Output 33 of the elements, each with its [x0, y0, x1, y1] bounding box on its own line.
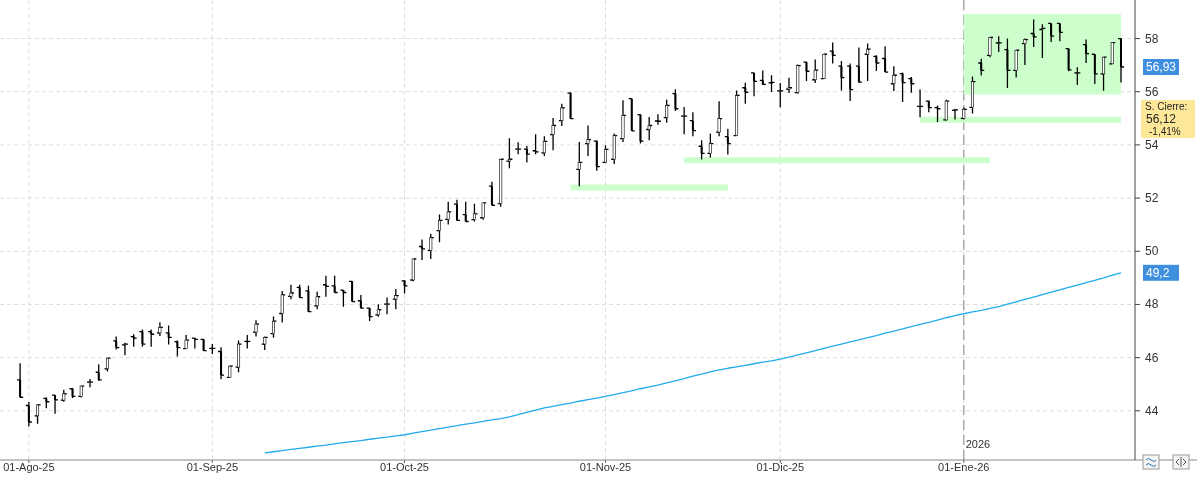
x-tick-label: 01-Oct-25	[380, 461, 430, 473]
candlestick	[892, 65, 896, 92]
text: 56,93	[1146, 60, 1177, 75]
y-tick-label: 48	[1145, 297, 1159, 312]
candlestick	[717, 100, 721, 137]
line-series	[264, 272, 1122, 454]
candlestick	[551, 117, 555, 151]
candlestick	[822, 53, 826, 80]
y-tick-label: 54	[1145, 137, 1159, 152]
candlestick	[158, 321, 162, 337]
x-tick-label: 01-Ago-25	[3, 461, 55, 473]
candlestick	[254, 319, 258, 338]
x-tick-label: 01-Sep-25	[186, 461, 239, 473]
candlestick	[184, 334, 188, 350]
candlestick	[621, 99, 625, 143]
y-tick-label: 46	[1145, 350, 1159, 365]
text: 56,12	[1146, 112, 1177, 126]
text: 49,2	[1146, 265, 1170, 280]
x-tick-label: 01-Dic-25	[756, 461, 805, 473]
text: S. Cierre:	[1145, 101, 1188, 112]
ref-line-label: 2026	[965, 438, 991, 450]
y-tick-label: 52	[1145, 191, 1159, 206]
x-tick-label: 01-Nov-25	[579, 461, 632, 473]
y-tick-label: 58	[1145, 31, 1159, 46]
candlestick	[988, 36, 992, 58]
y-tick-label: 56	[1145, 84, 1159, 99]
y-tick-label: 50	[1145, 244, 1159, 259]
candlestick	[586, 124, 590, 157]
candlestick	[1023, 37, 1027, 66]
x-tick-label: 01-Ene-26	[938, 461, 990, 473]
y-tick-label: 44	[1145, 403, 1159, 418]
candlestick	[289, 284, 293, 300]
text: -1,41%	[1149, 126, 1181, 137]
